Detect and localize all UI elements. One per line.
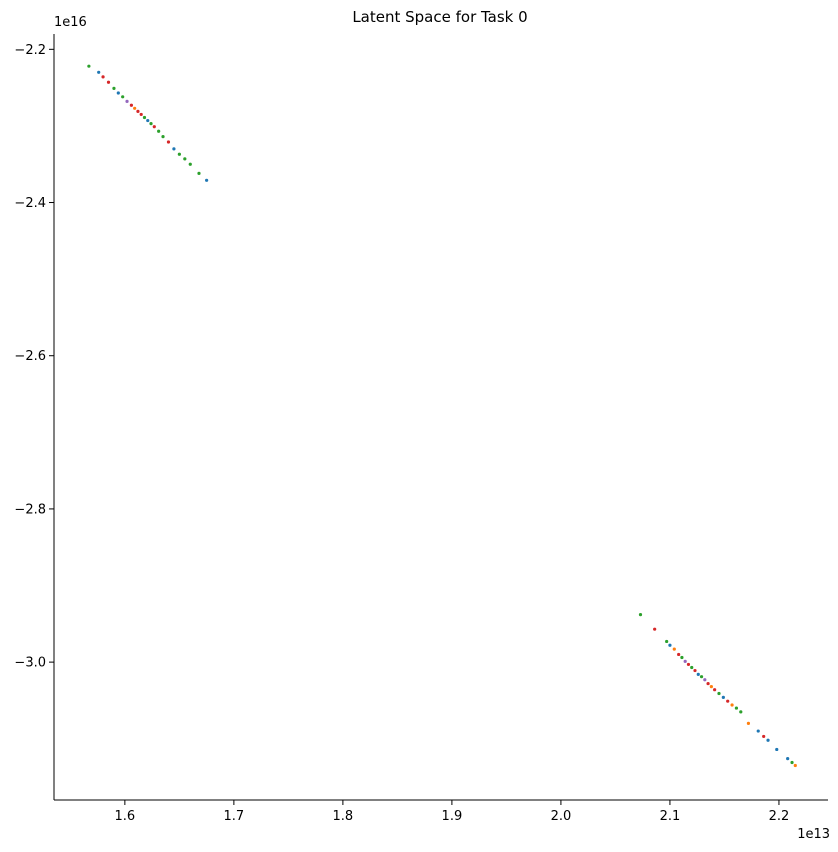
scatter-point [161,135,165,139]
x-tick-label: 2.1 [660,809,681,824]
scatter-point [739,710,743,714]
y-axis-ticks: −2.2 −2.4 −2.6 −2.8 −3.0 [14,43,54,671]
scatter-point [721,695,725,699]
scatter-point [686,662,691,667]
scatter-point [713,688,717,692]
x-axis-offset-label: 1e13 [797,827,830,842]
scatter-point [680,655,684,660]
scatter-point [146,118,150,123]
scatter-point [683,659,687,663]
scatter-point [665,639,669,644]
scatter-point [87,64,91,68]
y-axis-offset-label: 1e16 [54,15,87,30]
scatter-point [717,691,721,696]
scatter-point [133,106,137,110]
scatter-point [177,152,181,156]
scatter-point [142,115,147,120]
x-tick-label: 1.6 [115,809,136,824]
x-tick-label: 1.7 [224,809,245,824]
scatter-point [638,613,643,617]
scatter-point [706,681,710,686]
scatter-point [762,734,766,739]
scatter-point [197,171,201,176]
scatter-point [205,178,209,182]
scatter-point [101,75,105,79]
scatter-point [152,125,156,129]
x-tick-label: 1.8 [333,809,354,824]
scatter-point [693,668,697,673]
scatter-point [653,627,657,631]
x-tick-label: 1.9 [442,809,463,824]
scatter-point [696,672,700,676]
scatter-point [699,675,704,679]
x-tick-label: 2.0 [551,809,572,824]
scatter-point [726,699,730,703]
scatter-point [172,147,176,151]
x-axis-ticks: 1.6 1.7 1.8 1.9 2.0 2.1 2.2 [115,800,790,824]
y-tick-label: −3.0 [14,656,46,671]
scatter-point [157,129,161,133]
scatter-point [746,721,751,726]
scatter-point [166,140,171,144]
scatter-point [183,157,187,161]
scatter-point [793,763,797,768]
scatter-point [125,99,129,104]
x-tick-label: 2.2 [769,809,790,824]
scatter-point [734,706,739,710]
scatter-point [730,703,734,707]
scatter-point [149,122,153,126]
scatter-point [677,652,681,657]
scatter-point [690,665,694,670]
scatter-point [136,109,140,113]
scatter-point [97,70,101,74]
scatter-point [188,162,192,166]
y-tick-label: −2.2 [14,43,46,58]
scatter-point [668,643,672,647]
scatter-point [139,112,143,117]
y-tick-label: −2.8 [14,502,46,517]
scatter-point [756,729,760,733]
scatter-point [121,95,125,99]
scatter-point [709,685,713,689]
scatter-point [112,86,116,90]
scatter-point [116,91,120,95]
scatter-point [786,757,790,761]
y-tick-label: −2.4 [14,196,46,211]
scatter-point [775,747,779,752]
scatter-points [87,64,797,768]
scatter-point [672,647,676,651]
chart-title: Latent Space for Task 0 [352,8,527,26]
y-tick-label: −2.6 [14,349,46,364]
scatter-point [129,103,133,107]
scatter-point [766,738,770,742]
scatter-point [106,80,111,84]
scatter-point [790,760,794,765]
scatter-point [703,678,707,682]
